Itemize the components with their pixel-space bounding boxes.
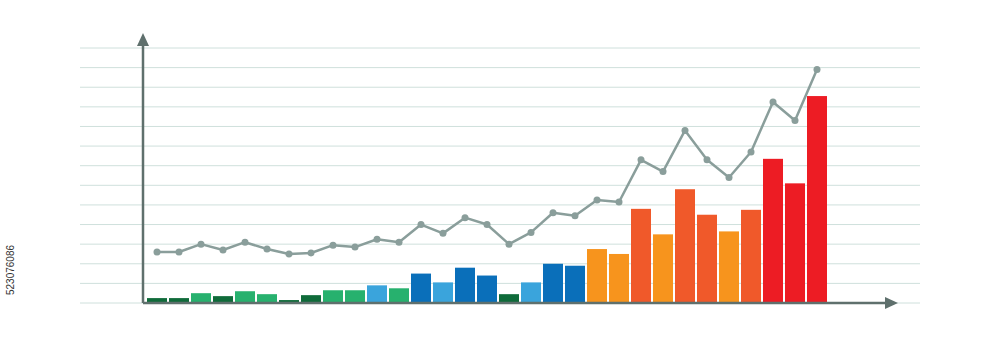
marker <box>220 247 227 254</box>
bar <box>609 254 629 303</box>
marker <box>814 66 821 73</box>
y-axis-arrow <box>137 33 149 46</box>
bar <box>477 276 497 303</box>
y-axis <box>142 40 145 303</box>
marker <box>594 197 601 204</box>
bar <box>433 282 453 303</box>
grid-line <box>80 67 920 68</box>
bar <box>587 249 607 303</box>
marker <box>242 239 249 246</box>
bar <box>499 294 519 303</box>
grid-line <box>80 106 920 107</box>
marker <box>440 230 447 237</box>
grid <box>80 48 920 303</box>
marker <box>286 250 293 257</box>
marker <box>198 241 205 248</box>
marker <box>462 214 469 221</box>
marker <box>660 168 667 175</box>
bar <box>565 266 585 303</box>
grid-line <box>80 126 920 127</box>
marker <box>726 174 733 181</box>
grid-line <box>80 165 920 166</box>
grid-line <box>80 146 920 147</box>
marker <box>638 156 645 163</box>
bar <box>763 159 783 303</box>
bar <box>389 288 409 303</box>
bar <box>785 183 805 303</box>
marker <box>704 156 711 163</box>
bar <box>367 285 387 303</box>
marker <box>572 212 579 219</box>
marker <box>550 209 557 216</box>
line <box>157 70 817 254</box>
marker <box>264 246 271 253</box>
bar <box>741 210 761 303</box>
marker <box>616 198 623 205</box>
bar <box>719 231 739 303</box>
bar <box>697 215 717 303</box>
marker <box>330 242 337 249</box>
marker <box>396 239 403 246</box>
bar <box>653 234 673 303</box>
marker <box>352 244 359 251</box>
marker <box>484 221 491 228</box>
grid-line <box>80 48 920 49</box>
marker <box>528 229 535 236</box>
marker <box>374 236 381 243</box>
x-axis <box>143 302 890 305</box>
bar <box>191 293 211 303</box>
bar <box>455 268 475 303</box>
axes <box>137 33 898 309</box>
bar <box>675 189 695 303</box>
marker <box>176 249 183 256</box>
annotation: 523076086 <box>5 245 16 295</box>
plot-area <box>147 66 827 303</box>
marker <box>792 117 799 124</box>
grid-line <box>80 303 920 304</box>
bar <box>345 290 365 303</box>
x-axis-arrow <box>885 297 898 309</box>
marker <box>506 241 513 248</box>
bar <box>257 294 277 303</box>
bar <box>631 209 651 303</box>
marker <box>154 249 161 256</box>
marker <box>308 249 315 256</box>
grid-line <box>80 87 920 88</box>
bar <box>235 291 255 303</box>
bar <box>521 282 541 303</box>
bar <box>543 264 563 303</box>
bar <box>411 274 431 303</box>
bar <box>807 96 827 303</box>
marker <box>770 98 777 105</box>
marker <box>682 127 689 134</box>
marker <box>418 221 425 228</box>
bar <box>323 290 343 303</box>
chart: 523076086 <box>0 0 1000 343</box>
marker <box>748 148 755 155</box>
